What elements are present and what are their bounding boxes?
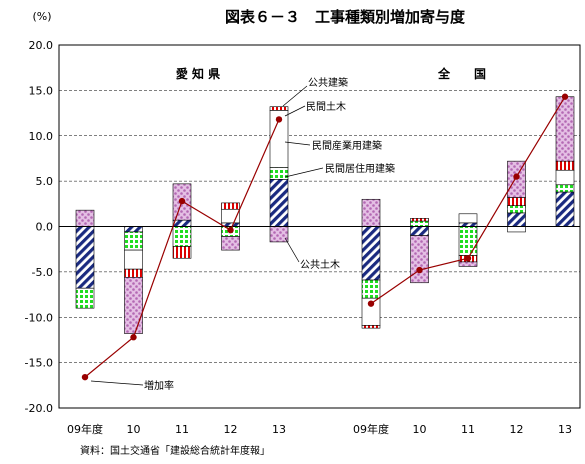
y-tick-label: -20.0 (25, 402, 53, 415)
annotation-leader-private-industrial (284, 141, 311, 146)
source-note: 資料：国土交通省「建設総合統計年度報」 (80, 444, 270, 457)
x-tick-label: 10 (413, 423, 427, 436)
bar-segment (507, 212, 526, 227)
y-tick-label: 5.0 (36, 175, 54, 188)
bar-segment (269, 106, 289, 111)
growth-rate-series-line (370, 96, 566, 305)
bar-segment (269, 167, 289, 180)
bar-segment (410, 226, 429, 236)
bar-segment (269, 226, 289, 243)
bar-segment (361, 226, 381, 281)
bar-segment (458, 213, 478, 224)
y-tick-label: -5.0 (32, 266, 53, 279)
bar-segment (361, 279, 381, 299)
x-tick-label: 13 (272, 423, 286, 436)
group-label-aichi: 愛 知 県 (176, 66, 220, 81)
growth-rate-point (275, 116, 283, 123)
y-tick-label: 15.0 (29, 84, 54, 97)
bar-segment (410, 218, 429, 222)
bar-segment (410, 235, 429, 284)
bar-segment (75, 226, 95, 289)
x-tick-label: 12 (224, 423, 238, 436)
growth-rate-point (130, 334, 137, 341)
stacked-bars (75, 96, 575, 334)
bar-segment (555, 169, 575, 186)
bar-segment (221, 202, 240, 210)
y-tick-label: -15.0 (25, 357, 53, 370)
annotation-leader-private-residential (284, 167, 324, 178)
bar-segment (361, 198, 381, 227)
annotation-public-civil: 公共土木 (300, 258, 340, 271)
bar-segment (410, 220, 429, 227)
growth-rate-point (367, 300, 375, 307)
annotation-public-building: 公共建築 (308, 76, 348, 89)
annotation-leader-public-civil (284, 237, 300, 263)
y-tick-labels: 20.0 15.0 10.0 5.0 0.0 -5.0 -10.0 -15.0 -20.0 (25, 39, 53, 415)
x-tick-labels: 09年度 10 11 12 13 09年度 10 11 12 13 (67, 422, 572, 436)
growth-rate-point (227, 226, 234, 234)
annotation-private-industrial: 民間産業用建築 (312, 139, 382, 152)
bar-segment (458, 226, 478, 256)
annotation-private-civil: 民間土木 (306, 100, 346, 113)
bar-segment (507, 226, 526, 233)
bar-segment (75, 209, 95, 227)
y-tick-label: 0.0 (36, 221, 54, 234)
bar-segment (124, 249, 143, 270)
growth-rate-point (464, 255, 472, 262)
x-tick-label: 09年度 (353, 422, 389, 436)
annotation-leader-private-civil (284, 105, 306, 117)
growth-rate-point (561, 93, 569, 100)
bar-segment (555, 191, 575, 227)
bar-segment (361, 325, 381, 329)
bar-segment (221, 236, 240, 251)
bar-segment (555, 160, 575, 171)
bar-segment (507, 205, 526, 214)
x-tick-label: 09年度 (67, 422, 103, 436)
bar-segment (124, 226, 143, 233)
growth-rate-point (81, 373, 89, 381)
bar-segment (75, 287, 95, 309)
growth-rate-point (416, 266, 423, 274)
x-tick-label: 10 (127, 423, 141, 436)
growth-rate-point (178, 197, 186, 205)
y-axis-unit: (%) (32, 10, 51, 23)
bar-segment (172, 219, 192, 227)
bar-segment (124, 277, 143, 334)
y-tick-label: 10.0 (29, 130, 54, 143)
annotation-leader-public-building (282, 85, 308, 107)
y-tick-label: -10.0 (25, 311, 53, 324)
y-tick-label: 20.0 (29, 39, 54, 52)
bar-segment (172, 226, 192, 247)
x-tick-label: 13 (558, 423, 572, 436)
bar-segment (555, 184, 575, 193)
annotation-private-residential: 民間居住用建築 (325, 162, 395, 175)
bar-segment (458, 222, 478, 227)
bar-segment (172, 246, 192, 259)
bar-segment (124, 268, 143, 278)
x-tick-label: 12 (510, 423, 524, 436)
bar-segment (507, 197, 526, 206)
growth-rate-point (513, 173, 520, 180)
x-tick-label: 11 (175, 423, 189, 436)
growth-rate-line (81, 93, 569, 381)
bar-segment (124, 231, 143, 251)
annotation-growth-rate: 増加率 (144, 379, 174, 392)
group-label-national: 全 国 (437, 66, 486, 81)
x-tick-label: 11 (461, 423, 475, 436)
bar-segment (269, 179, 289, 227)
chart-title: 図表６－３ 工事種類別増加寄与度 (225, 8, 466, 26)
bar-segment (458, 261, 478, 267)
annotation-leader-growth-rate (90, 380, 144, 386)
